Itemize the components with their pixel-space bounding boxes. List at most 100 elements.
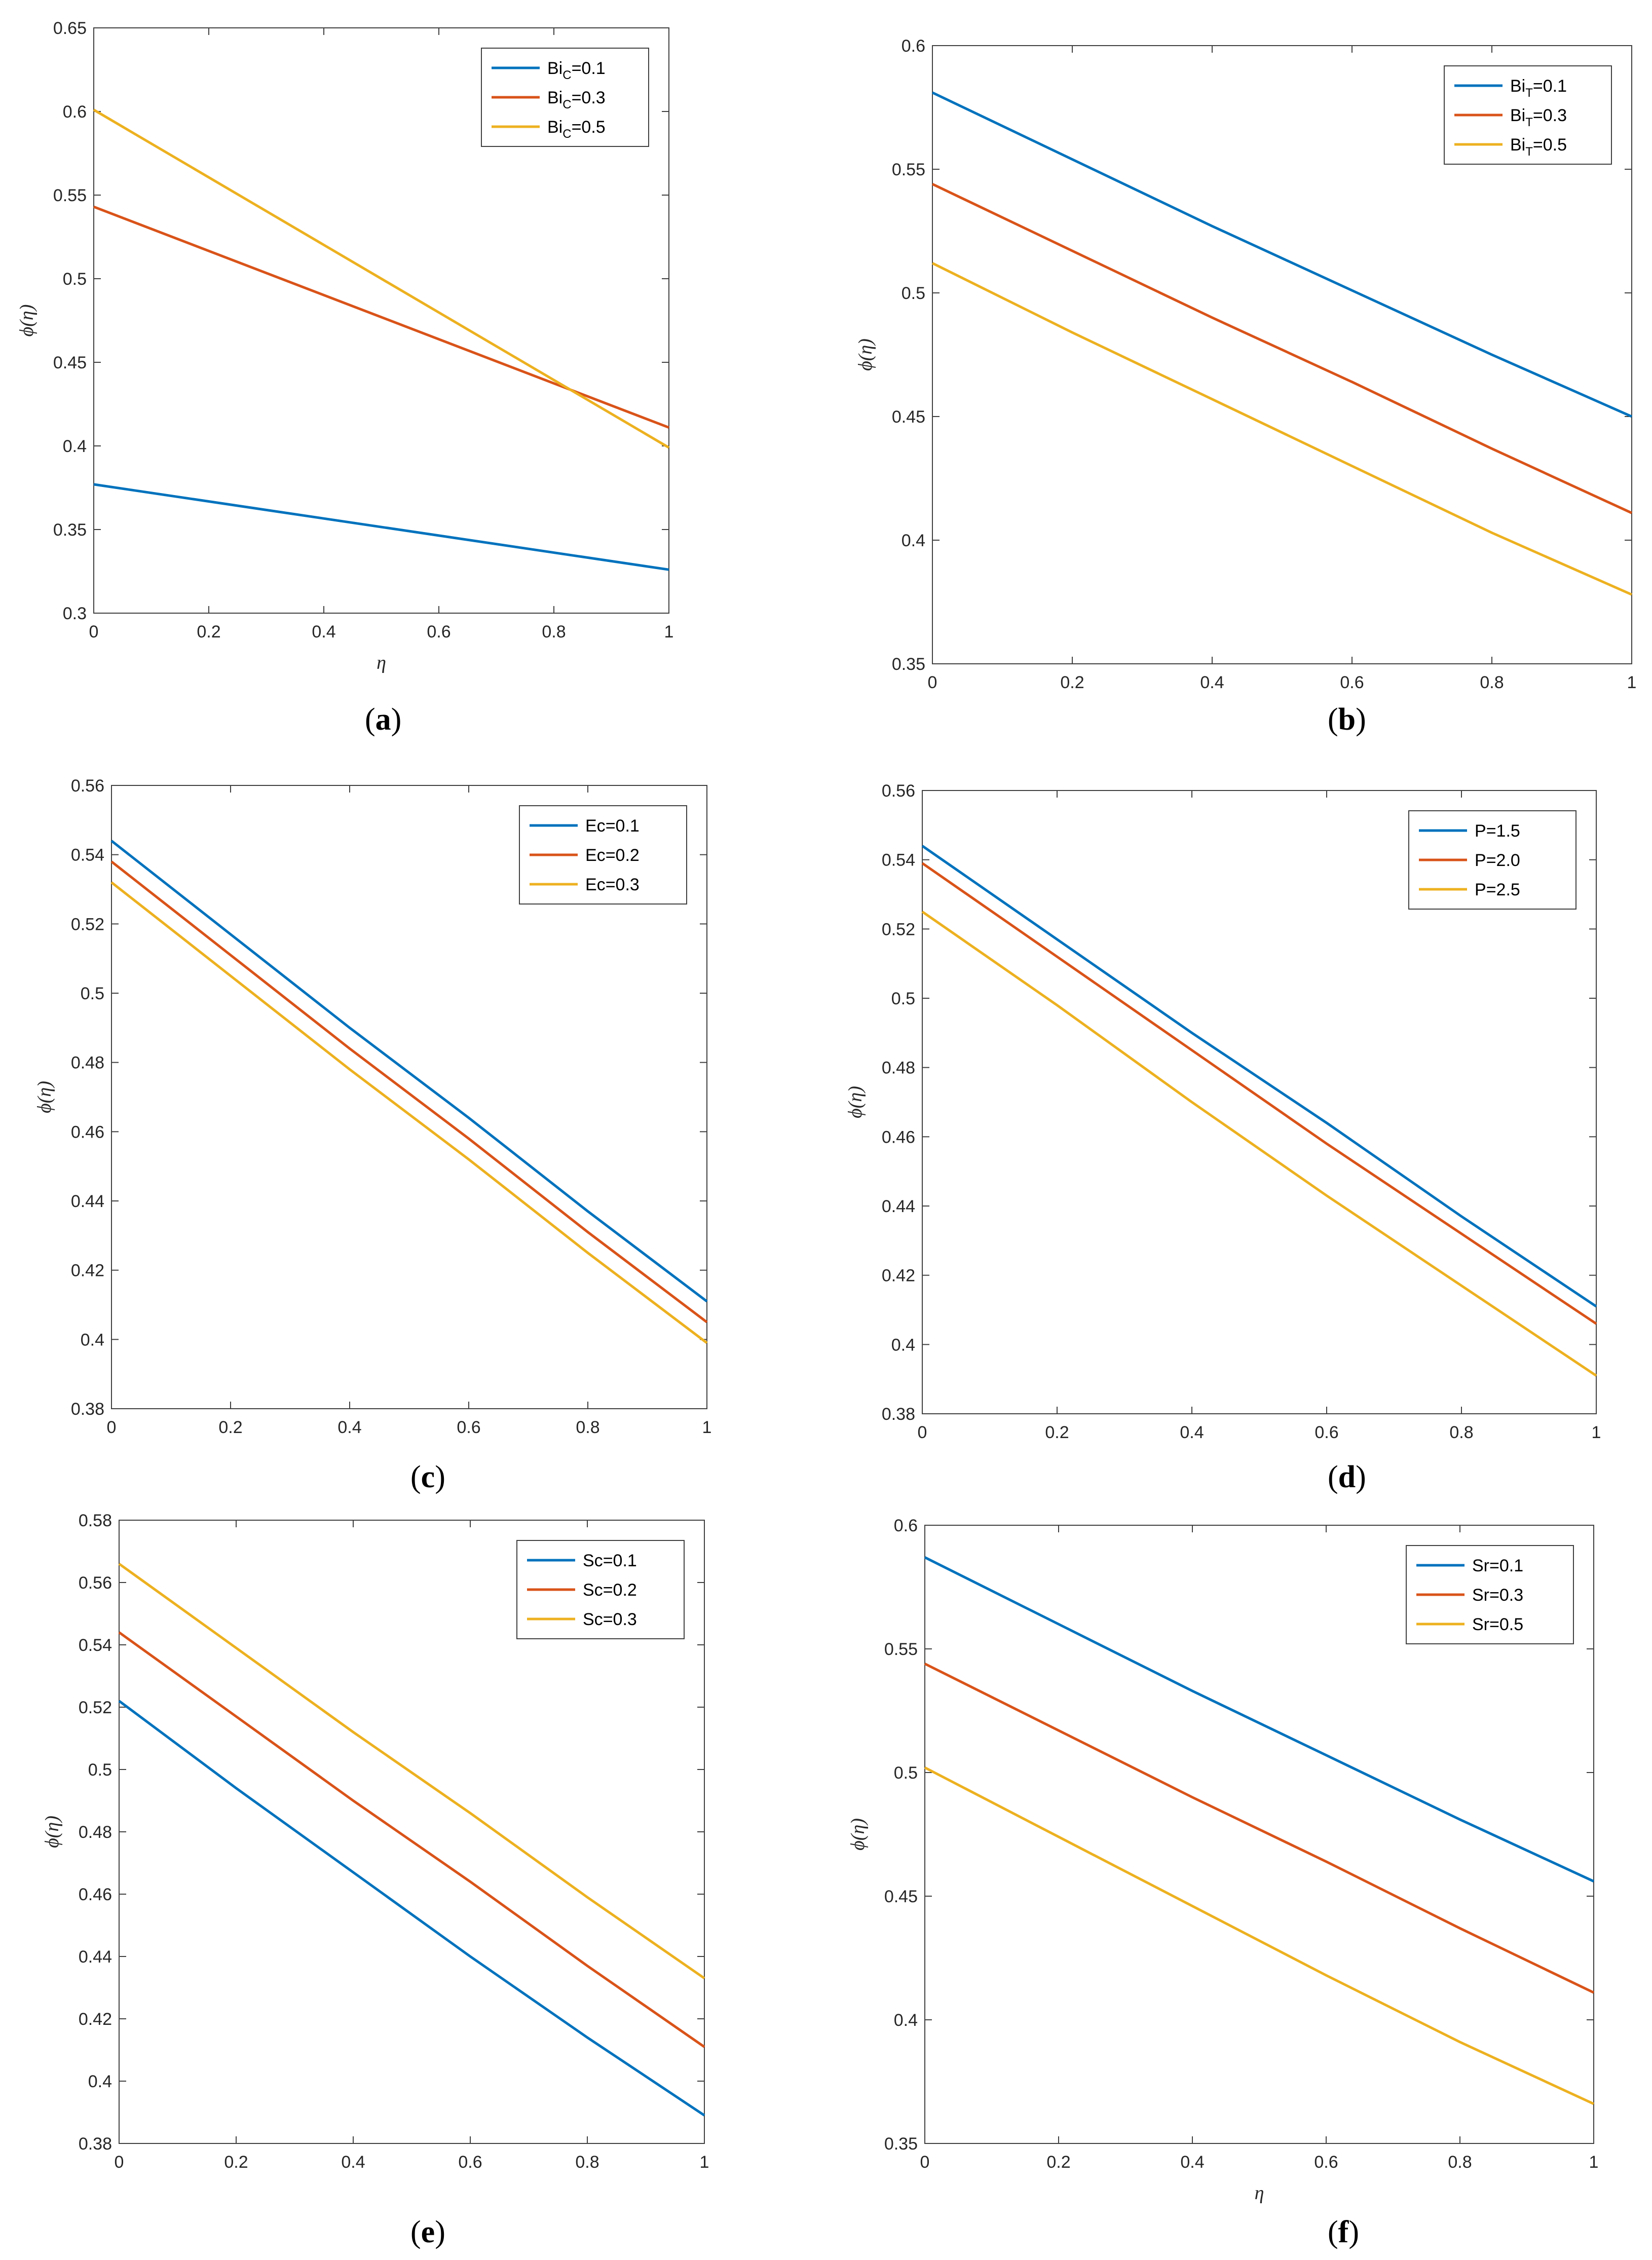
- y-tick-label: 0.35: [884, 2134, 918, 2154]
- chart-b: 0.35 0.4 0.45 0.5 0.55 0.6 0 0.2 0.4 0.6 0.8 1 ϕ(η) B…: [855, 36, 1637, 692]
- series-line-1: [110, 840, 708, 1303]
- x-tick-label: 0.6: [427, 622, 450, 642]
- legend: Sc=0.1 Sc=0.2 Sc=0.3: [516, 1540, 685, 1639]
- y-tick-label: 0.55: [892, 160, 925, 179]
- x-tick-label: 0.8: [542, 622, 566, 642]
- plot-area: [119, 1520, 705, 2144]
- legend-entry: Sc=0.1: [583, 1551, 637, 1570]
- x-tick-label: 0.6: [1314, 2153, 1338, 2172]
- y-tick-label: 0.48: [71, 1053, 104, 1073]
- x-tick-label: 0.2: [1060, 673, 1084, 692]
- x-tick-label: 0.4: [1200, 673, 1224, 692]
- series-line-3: [924, 1766, 1595, 2105]
- legend-entry: BiT=0.3: [1510, 106, 1567, 129]
- y-tick-label: 0.4: [891, 1335, 915, 1354]
- x-tick-label: 1: [700, 2153, 709, 2172]
- y-tick-label: 0.44: [71, 1192, 104, 1211]
- x-axis-label: η: [377, 652, 386, 673]
- y-tick-label: 0.4: [902, 531, 925, 550]
- x-tick-label: 0.4: [312, 622, 335, 642]
- y-axis-label: ϕ(η): [42, 1816, 63, 1848]
- legend-entry: Sc=0.3: [583, 1610, 637, 1629]
- chart-panel-b: 0.35 0.4 0.45 0.5 0.55 0.6 0 0.2 0.4 0.6 0.8 1 ϕ(η) B…: [826, 0, 1652, 750]
- chart-c: 0.38 0.4 0.42 0.44 0.46 0.48 0.5 0.52 0.54 0.56 0 0…: [34, 776, 712, 1437]
- legend: Ec=0.1 Ec=0.2 Ec=0.3: [519, 805, 687, 905]
- series-line-3: [921, 911, 1597, 1377]
- y-tick-label: 0.46: [882, 1127, 915, 1147]
- series-line-3: [93, 108, 670, 449]
- x-tick-label: 0.6: [1340, 673, 1364, 692]
- series-line-3: [931, 262, 1633, 596]
- legend: BiT=0.1 BiT=0.3 BiT=0.5: [1444, 65, 1612, 165]
- x-tick-label: 0.2: [197, 622, 220, 642]
- y-tick-label: 0.45: [892, 407, 925, 427]
- caption-f: (f): [1328, 2215, 1359, 2249]
- x-axis-label: η: [1255, 2182, 1264, 2204]
- x-tick-label: 1: [702, 1418, 712, 1437]
- x-tick-label: 0: [115, 2153, 124, 2172]
- legend-entry: P=1.5: [1475, 821, 1520, 841]
- y-tick-label: 0.52: [882, 920, 915, 939]
- legend-entry: Sr=0.1: [1472, 1556, 1523, 1575]
- series-line-1: [931, 91, 1633, 418]
- legend: P=1.5 P=2.0 P=2.5: [1408, 810, 1576, 910]
- y-tick-label: 0.5: [902, 284, 925, 303]
- y-tick-label: 0.5: [894, 1763, 918, 1783]
- y-tick-label: 0.48: [79, 1823, 112, 1842]
- y-tick-label: 0.42: [882, 1266, 915, 1286]
- legend-entry: BiC=0.3: [547, 88, 606, 111]
- y-tick-label: 0.54: [882, 851, 915, 870]
- x-tick-label: 0: [928, 673, 937, 692]
- x-tick-label: 0.4: [1180, 2153, 1204, 2172]
- series-line-1: [921, 845, 1597, 1308]
- y-tick-label: 0.45: [884, 1887, 918, 1906]
- x-tick-label: 0.8: [1480, 673, 1504, 692]
- legend: BiC=0.1 BiC=0.3 BiC=0.5: [481, 48, 649, 147]
- chart-a: 0.3 0.35 0.4 0.45 0.5 0.55 0.6 0.65 0 0.2 0.4 0.6 0.…: [16, 19, 674, 673]
- x-tick-label: 0.4: [1180, 1423, 1204, 1442]
- y-tick-label: 0.56: [79, 1573, 112, 1593]
- y-tick-label: 0.58: [79, 1511, 112, 1530]
- y-tick-label: 0.42: [79, 2010, 112, 2029]
- legend-entry: Ec=0.1: [585, 816, 640, 836]
- y-tick-label: 0.54: [79, 1636, 112, 1655]
- y-tick-label: 0.54: [71, 846, 104, 865]
- legend-entry: P=2.5: [1475, 880, 1520, 899]
- y-tick-label: 0.5: [891, 989, 915, 1008]
- legend-entry: P=2.0: [1475, 851, 1520, 870]
- series-line-2: [118, 1631, 705, 2048]
- y-tick-label: 0.42: [71, 1261, 104, 1280]
- y-tick-label: 0.38: [71, 1400, 104, 1419]
- y-tick-label: 0.5: [88, 1760, 112, 1780]
- legend-entry: Ec=0.3: [585, 875, 640, 894]
- y-tick-label: 0.35: [892, 655, 925, 674]
- series-line-1: [118, 1700, 705, 2117]
- series-line-3: [110, 881, 708, 1344]
- y-tick-label: 0.6: [902, 36, 925, 56]
- x-tick-label: 1: [664, 622, 674, 642]
- y-axis-label: ϕ(η): [845, 1086, 866, 1118]
- caption-a: (a): [365, 702, 402, 737]
- y-tick-label: 0.6: [63, 102, 87, 122]
- y-tick-label: 0.46: [79, 1885, 112, 1904]
- chart-panel-e: 0.38 0.4 0.42 0.44 0.46 0.48 0.5 0.52 0.54 0.56 0.…: [0, 1495, 826, 2260]
- chart-panel-c: 0.38 0.4 0.42 0.44 0.46 0.48 0.5 0.52 0.54 0.56 0 0…: [0, 750, 826, 1495]
- legend-entry: Ec=0.2: [585, 846, 640, 865]
- chart-d: 0.38 0.4 0.42 0.44 0.46 0.48 0.5 0.52 0.54 0.56 0 0…: [845, 781, 1601, 1442]
- series-line-2: [924, 1663, 1595, 1994]
- chart-e: 0.38 0.4 0.42 0.44 0.46 0.48 0.5 0.52 0.54 0.56 0.…: [42, 1511, 709, 2172]
- chart-panel-a: 0.3 0.35 0.4 0.45 0.5 0.55 0.6 0.65 0 0.2 0.4 0.6 0.…: [0, 0, 826, 750]
- y-tick-label: 0.38: [882, 1405, 915, 1424]
- x-tick-label: 1: [1627, 673, 1637, 692]
- x-tick-label: 0.8: [1448, 2153, 1472, 2172]
- y-tick-label: 0.38: [79, 2134, 112, 2154]
- chart-f: 0.35 0.4 0.45 0.5 0.55 0.6 0 0.2 0.4 0.6 0.8 1 ϕ(η) η…: [847, 1516, 1598, 2204]
- y-tick-label: 0.4: [88, 2072, 112, 2091]
- x-tick-label: 0: [107, 1418, 117, 1437]
- legend-entry: Sr=0.5: [1472, 1615, 1523, 1634]
- series-line-1: [93, 483, 669, 571]
- legend-box: [481, 48, 649, 147]
- y-axis-label: ϕ(η): [855, 338, 876, 371]
- y-tick-label: 0.55: [884, 1640, 918, 1659]
- caption-c: (c): [410, 1460, 445, 1494]
